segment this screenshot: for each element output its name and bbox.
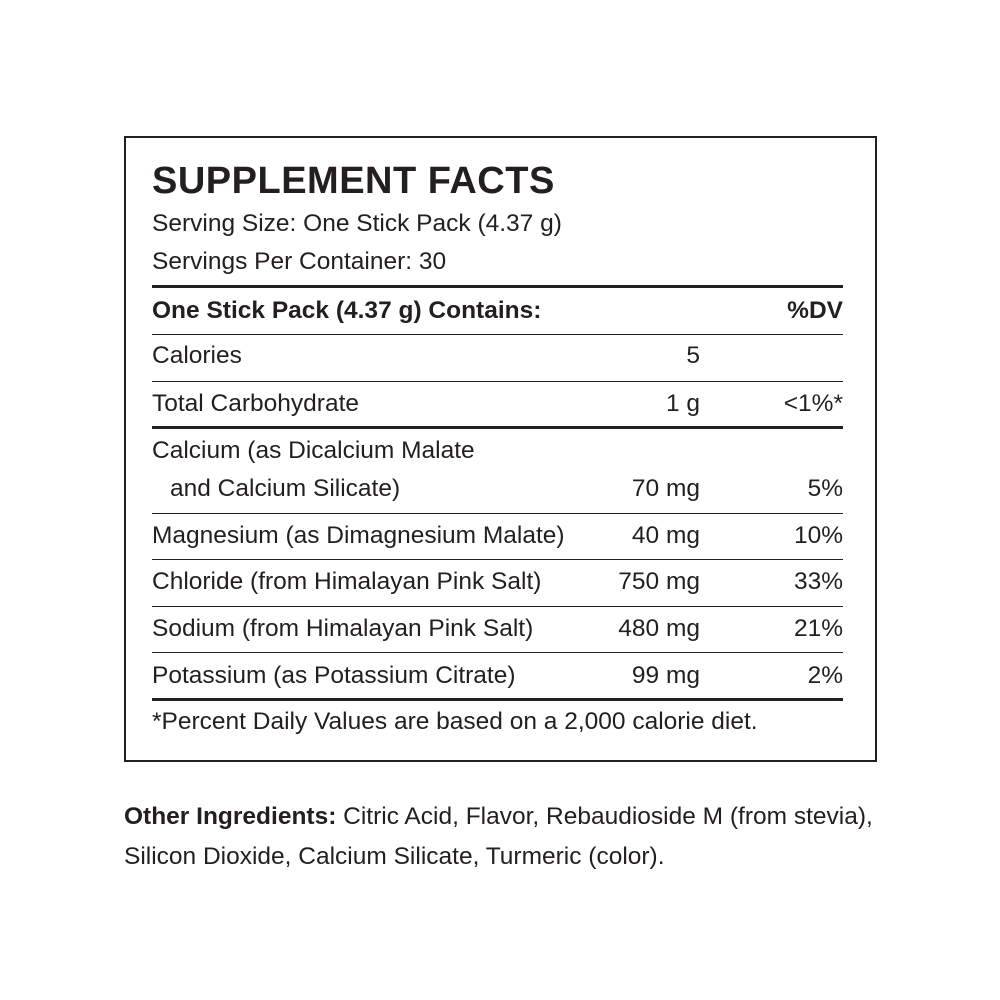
table-row: Magnesium (as Dimagnesium Malate) 40 mg … bbox=[152, 522, 843, 552]
nutrient-amount: 480 mg bbox=[618, 615, 700, 642]
nutrient-name-cont: and Calcium Silicate) bbox=[170, 475, 401, 502]
nutrient-amount: 750 mg bbox=[618, 568, 700, 595]
serving-size: Serving Size: One Stick Pack (4.37 g) bbox=[152, 210, 562, 237]
divider bbox=[152, 334, 843, 335]
table-header: One Stick Pack (4.37 g) Contains: %DV bbox=[152, 297, 843, 327]
header-label: One Stick Pack (4.37 g) Contains: bbox=[152, 297, 542, 324]
other-ingredients: Other Ingredients: Citric Acid, Flavor, … bbox=[124, 797, 884, 877]
table-row: Calcium (as Dicalcium Malate and Calcium… bbox=[152, 437, 843, 507]
footnote: *Percent Daily Values are based on a 2,0… bbox=[152, 708, 758, 735]
divider bbox=[152, 559, 843, 560]
nutrient-name: Magnesium (as Dimagnesium Malate) bbox=[152, 522, 565, 549]
divider bbox=[152, 652, 843, 653]
nutrient-amount: 5 bbox=[686, 342, 700, 369]
nutrient-dv: 10% bbox=[793, 522, 843, 549]
divider bbox=[152, 381, 843, 382]
table-row: Potassium (as Potassium Citrate) 99 mg 2… bbox=[152, 662, 843, 692]
table-row: Sodium (from Himalayan Pink Salt) 480 mg… bbox=[152, 615, 843, 645]
nutrient-name: Sodium (from Himalayan Pink Salt) bbox=[152, 615, 534, 642]
nutrient-amount: 40 mg bbox=[631, 522, 700, 549]
nutrient-amount: 1 g bbox=[665, 390, 700, 417]
nutrient-amount: 99 mg bbox=[631, 662, 700, 689]
divider bbox=[152, 513, 843, 514]
table-row: Chloride (from Himalayan Pink Salt) 750 … bbox=[152, 568, 843, 598]
other-ingredients-label: Other Ingredients: bbox=[124, 803, 337, 830]
nutrient-name: Calories bbox=[152, 342, 242, 369]
servings-per-container: Servings Per Container: 30 bbox=[152, 248, 447, 275]
nutrient-name: Total Carbohydrate bbox=[152, 390, 360, 417]
panel-title: SUPPLEMENT FACTS bbox=[152, 160, 555, 202]
divider bbox=[152, 698, 843, 701]
nutrient-name: Chloride (from Himalayan Pink Salt) bbox=[152, 568, 542, 595]
table-row: Calories 5 bbox=[152, 342, 843, 372]
supplement-facts-panel bbox=[124, 136, 877, 762]
nutrient-name: Calcium (as Dicalcium Malate bbox=[152, 437, 475, 464]
other-ingredients-text: Citric Acid, Flavor, Rebaudioside M (fro… bbox=[124, 803, 873, 870]
divider bbox=[152, 426, 843, 429]
divider bbox=[152, 285, 843, 288]
table-row: Total Carbohydrate 1 g <1%* bbox=[152, 390, 843, 420]
divider bbox=[152, 606, 843, 607]
header-dv: %DV bbox=[787, 297, 843, 324]
nutrient-dv: 33% bbox=[793, 568, 843, 595]
nutrient-amount: 70 mg bbox=[631, 475, 700, 502]
nutrient-dv: 21% bbox=[793, 615, 843, 642]
nutrient-name: Potassium (as Potassium Citrate) bbox=[152, 662, 516, 689]
nutrient-dv: 2% bbox=[807, 662, 843, 689]
nutrient-dv: <1%* bbox=[783, 390, 843, 417]
nutrient-dv: 5% bbox=[807, 475, 843, 502]
